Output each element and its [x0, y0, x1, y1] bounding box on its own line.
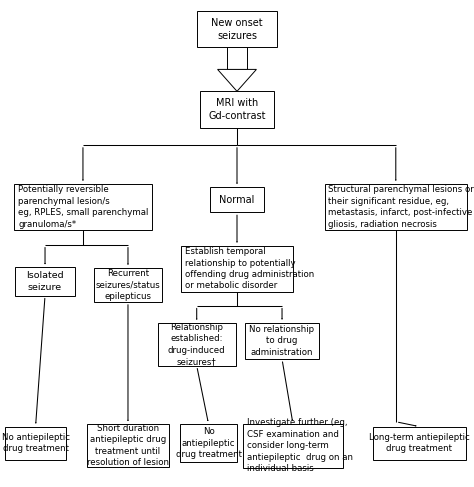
Bar — [180, 424, 237, 462]
Bar — [5, 427, 66, 460]
Bar — [246, 322, 319, 359]
Text: Establish temporal
relationship to potentially
offending drug administration
or : Establish temporal relationship to poten… — [185, 247, 314, 291]
Bar — [227, 48, 247, 69]
Bar — [325, 184, 467, 230]
Bar — [243, 424, 343, 468]
Text: Potentially reversible
parenchymal lesion/s
eg, RPLES, small parenchymal
granulo: Potentially reversible parenchymal lesio… — [18, 185, 148, 229]
Bar — [200, 92, 274, 128]
Text: Short duration
antiepileptic drug
treatment until
resolution of lesion: Short duration antiepileptic drug treatm… — [87, 424, 169, 468]
Bar — [197, 11, 277, 48]
Bar — [373, 427, 465, 460]
Bar — [94, 268, 162, 302]
Text: No relationship
to drug
administration: No relationship to drug administration — [249, 325, 315, 357]
Text: No antiepileptic
drug treatment: No antiepileptic drug treatment — [1, 433, 70, 453]
Polygon shape — [218, 69, 256, 92]
Text: Isolated
seizure: Isolated seizure — [26, 271, 64, 292]
Text: No
antiepileptic
drug treatment: No antiepileptic drug treatment — [175, 427, 242, 459]
Text: Structural parenchymal lesions or
their significant residue, eg,
metastasis, inf: Structural parenchymal lesions or their … — [328, 185, 474, 229]
Bar — [14, 184, 152, 230]
Bar — [181, 245, 292, 292]
Text: Investigate further (eg,
CSF examination and
consider long-term
antiepileptic  d: Investigate further (eg, CSF examination… — [247, 418, 353, 473]
Text: MRI with
Gd-contrast: MRI with Gd-contrast — [208, 98, 266, 121]
Bar — [86, 424, 170, 467]
Text: Normal: Normal — [219, 195, 255, 205]
Text: Recurrent
seizures/status
epilepticus: Recurrent seizures/status epilepticus — [96, 269, 160, 301]
Bar — [15, 267, 75, 296]
Bar — [157, 323, 236, 366]
Text: New onset
seizures: New onset seizures — [211, 18, 263, 40]
Text: Relationship
established:
drug-induced
seizures†: Relationship established: drug-induced s… — [168, 322, 226, 366]
Text: Long-term antiepileptic
drug treatment: Long-term antiepileptic drug treatment — [369, 433, 470, 453]
Bar — [210, 187, 264, 212]
